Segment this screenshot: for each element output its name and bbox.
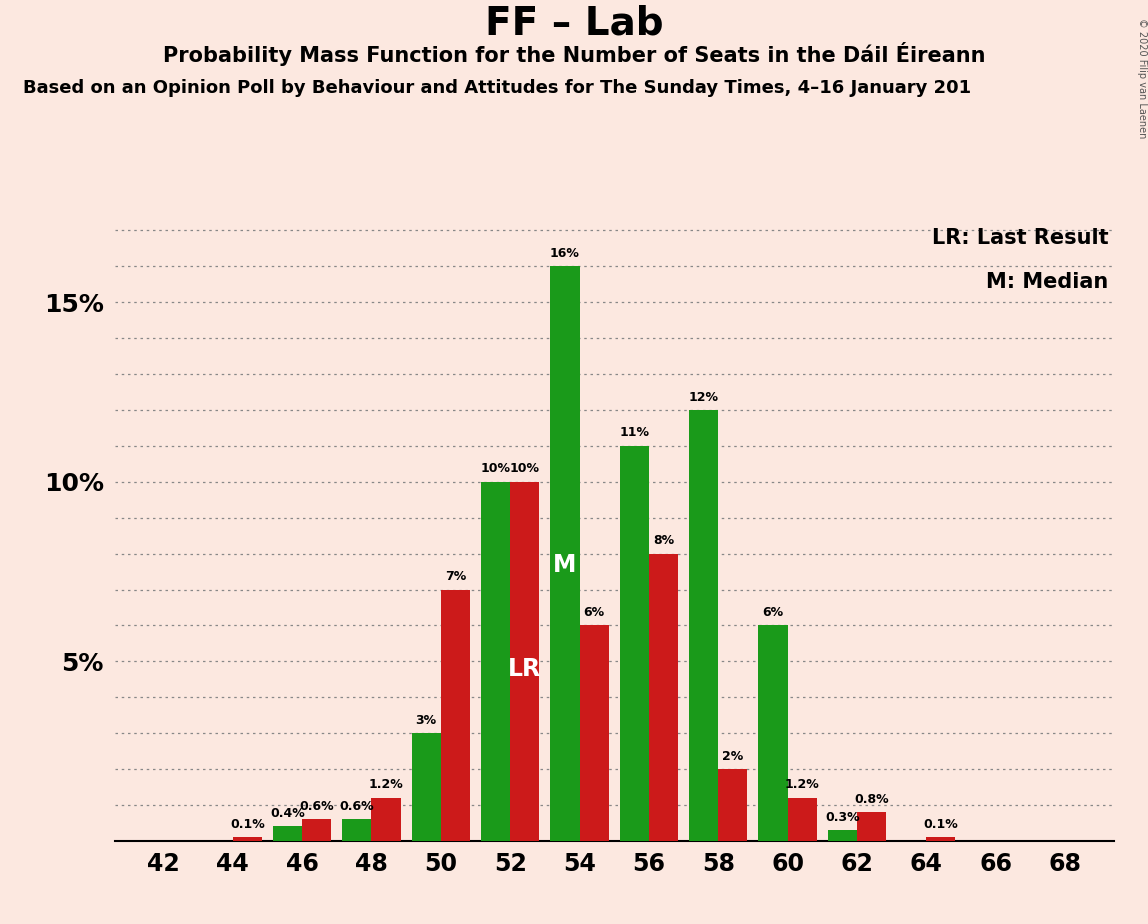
- Bar: [788, 797, 816, 841]
- Text: 1.2%: 1.2%: [785, 778, 820, 791]
- Text: 8%: 8%: [653, 534, 674, 547]
- Bar: [412, 733, 441, 841]
- Text: 0.6%: 0.6%: [300, 800, 334, 813]
- Bar: [620, 446, 649, 841]
- Text: 11%: 11%: [619, 427, 650, 440]
- Bar: [302, 820, 331, 841]
- Text: 0.1%: 0.1%: [923, 818, 959, 831]
- Bar: [550, 266, 580, 841]
- Bar: [719, 769, 747, 841]
- Bar: [372, 797, 401, 841]
- Text: © 2020 Filip van Laenen: © 2020 Filip van Laenen: [1138, 18, 1147, 139]
- Bar: [689, 410, 719, 841]
- Text: 0.8%: 0.8%: [854, 793, 889, 806]
- Text: 3%: 3%: [416, 713, 436, 726]
- Text: 7%: 7%: [444, 570, 466, 583]
- Bar: [273, 826, 302, 841]
- Bar: [856, 812, 886, 841]
- Text: LR: Last Result: LR: Last Result: [932, 228, 1109, 249]
- Text: FF – Lab: FF – Lab: [484, 5, 664, 43]
- Bar: [441, 590, 470, 841]
- Text: 2%: 2%: [722, 749, 744, 762]
- Text: Probability Mass Function for the Number of Seats in the Dáil Éireann: Probability Mass Function for the Number…: [163, 42, 985, 66]
- Text: 10%: 10%: [481, 462, 511, 475]
- Text: 10%: 10%: [510, 462, 540, 475]
- Text: LR: LR: [509, 656, 541, 680]
- Text: 0.6%: 0.6%: [340, 800, 374, 813]
- Text: 6%: 6%: [583, 606, 605, 619]
- Bar: [342, 820, 372, 841]
- Text: 0.4%: 0.4%: [270, 807, 305, 820]
- Text: M: Median: M: Median: [986, 273, 1109, 292]
- Bar: [481, 481, 510, 841]
- Text: 0.3%: 0.3%: [825, 810, 860, 823]
- Text: M: M: [553, 553, 576, 578]
- Text: 0.1%: 0.1%: [230, 818, 265, 831]
- Text: 12%: 12%: [689, 391, 719, 404]
- Bar: [580, 626, 608, 841]
- Text: 6%: 6%: [762, 606, 784, 619]
- Text: 16%: 16%: [550, 247, 580, 260]
- Bar: [649, 553, 678, 841]
- Bar: [759, 626, 788, 841]
- Bar: [233, 837, 262, 841]
- Bar: [926, 837, 955, 841]
- Text: Based on an Opinion Poll by Behaviour and Attitudes for The Sunday Times, 4–16 J: Based on an Opinion Poll by Behaviour an…: [23, 79, 971, 96]
- Bar: [828, 830, 856, 841]
- Text: 1.2%: 1.2%: [369, 778, 403, 791]
- Bar: [510, 481, 540, 841]
